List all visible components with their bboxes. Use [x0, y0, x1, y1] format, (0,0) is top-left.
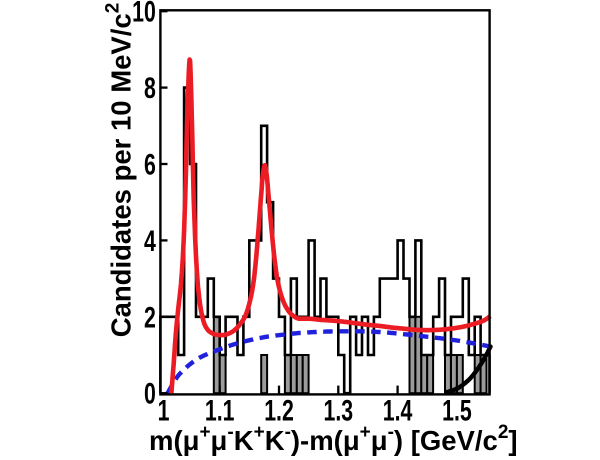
svg-text:1: 1	[158, 393, 170, 428]
svg-text:6: 6	[144, 147, 156, 182]
svg-text:10: 10	[132, 0, 156, 29]
svg-text:4: 4	[144, 223, 156, 258]
svg-text:m(μ+μ-K+K-)-m(μ+μ-) [GeV/c2]: m(μ+μ-K+K-)-m(μ+μ-) [GeV/c2]	[149, 422, 518, 456]
svg-text:8: 8	[144, 70, 156, 105]
svg-text:Candidates per 10 MeV/c2: Candidates per 10 MeV/c2	[103, 3, 137, 338]
svg-text:2: 2	[144, 300, 156, 335]
svg-text:1.4: 1.4	[383, 393, 413, 428]
svg-text:1.3: 1.3	[323, 393, 353, 428]
svg-text:1.5: 1.5	[442, 393, 472, 428]
svg-text:1.1: 1.1	[205, 393, 235, 428]
svg-text:1.2: 1.2	[264, 393, 294, 428]
svg-text:0: 0	[144, 376, 156, 411]
